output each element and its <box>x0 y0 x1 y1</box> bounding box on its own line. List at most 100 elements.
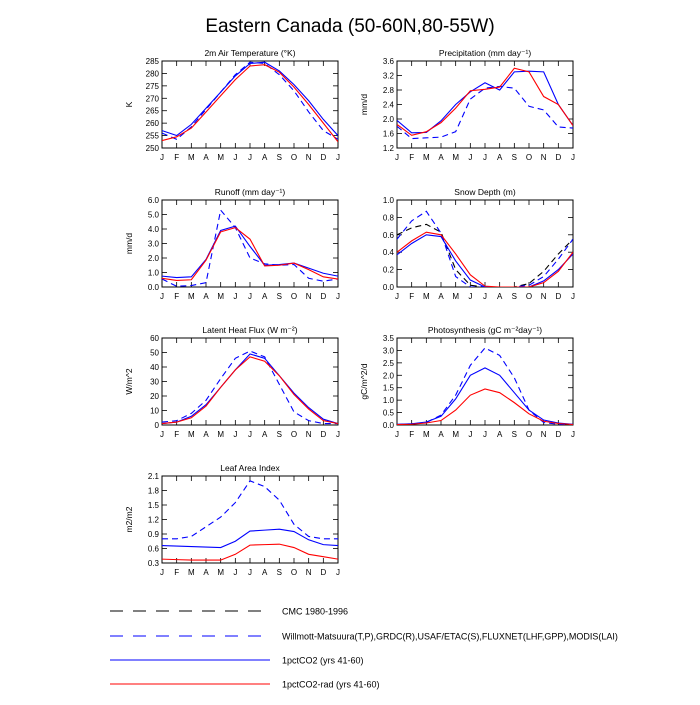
x-tick-label: F <box>174 153 179 162</box>
series-line-model_rad <box>397 388 573 425</box>
series-line-model <box>162 528 338 549</box>
x-tick-label: N <box>541 430 547 439</box>
y-tick-label: 0.9 <box>148 530 160 539</box>
x-tick-label: J <box>571 292 575 301</box>
x-tick-label: F <box>409 430 414 439</box>
y-tick-label: 2.5 <box>383 359 395 368</box>
x-tick-label: A <box>262 568 268 577</box>
x-tick-label: A <box>262 292 268 301</box>
series-line-model <box>397 367 573 425</box>
y-tick-label: 40 <box>150 363 159 372</box>
y-tick-label: 0.0 <box>383 283 395 292</box>
y-tick-label: 2.0 <box>383 371 395 380</box>
x-tick-label: J <box>336 568 340 577</box>
y-tick-label: 0.3 <box>148 559 160 568</box>
chart-title: Precipitation (mm day⁻¹) <box>439 48 532 58</box>
chart-panel-2: Precipitation (mm day⁻¹) 1.2 1.6 2.0 2.4 2.8 3… <box>359 48 575 162</box>
x-tick-label: J <box>336 430 340 439</box>
y-tick-label: 20 <box>150 392 159 401</box>
chart-panel-1: 2m Air Temperature (°K) 250 255 260 265 270 27… <box>124 48 340 162</box>
series-line-model_rad <box>162 356 338 425</box>
y-tick-label: 0 <box>155 421 160 430</box>
y-tick-label: 2.0 <box>383 115 395 124</box>
x-tick-label: A <box>203 292 209 301</box>
chart-title: Runoff (mm day⁻¹) <box>215 187 286 197</box>
x-tick-label: N <box>306 292 312 301</box>
plot-frame <box>396 337 574 426</box>
chart-panel-6: Photosynthesis (gC m⁻²day⁻¹) 0.0 0.5 1.0 1.5… <box>359 325 575 439</box>
y-tick-label: 4.0 <box>148 225 160 234</box>
x-tick-label: D <box>555 292 561 301</box>
x-tick-label: J <box>160 568 164 577</box>
x-tick-label: M <box>188 568 195 577</box>
x-tick-label: F <box>409 292 414 301</box>
x-tick-label: O <box>291 292 297 301</box>
x-tick-label: M <box>452 153 459 162</box>
chart-title: Snow Depth (m) <box>454 187 516 197</box>
x-tick-label: J <box>248 292 252 301</box>
series-line-obs <box>162 208 338 287</box>
plot-frame <box>161 475 339 564</box>
y-tick-label: 0.6 <box>148 545 160 554</box>
y-tick-label: 10 <box>150 407 159 416</box>
x-tick-label: M <box>188 153 195 162</box>
x-tick-label: M <box>423 292 430 301</box>
y-tick-label: 1.2 <box>148 516 160 525</box>
y-tick-label: 3.6 <box>383 57 395 66</box>
x-tick-label: M <box>188 430 195 439</box>
x-tick-label: O <box>291 430 297 439</box>
chart-title: Latent Heat Flux (W m⁻²) <box>202 325 297 335</box>
x-tick-label: D <box>555 153 561 162</box>
x-tick-label: J <box>160 292 164 301</box>
x-tick-label: A <box>438 292 444 301</box>
y-axis-label: gC/m^2/d <box>359 363 369 399</box>
chart-panel-3: Runoff (mm day⁻¹) 0.0 1.0 2.0 3.0 4.0 5.0 6.0 J F… <box>124 187 340 301</box>
x-tick-label: J <box>395 430 399 439</box>
series-line-model_rad <box>162 543 338 561</box>
x-tick-label: M <box>452 430 459 439</box>
x-tick-label: M <box>423 153 430 162</box>
series-line-model <box>397 70 573 134</box>
x-tick-label: J <box>233 568 237 577</box>
x-tick-label: F <box>174 292 179 301</box>
y-tick-label: 270 <box>146 94 160 103</box>
y-tick-label: 60 <box>150 334 159 343</box>
plot-frame <box>161 199 339 288</box>
x-tick-label: J <box>468 292 472 301</box>
y-tick-label: 6.0 <box>148 196 160 205</box>
x-tick-label: S <box>512 292 517 301</box>
x-tick-label: S <box>277 153 282 162</box>
page-title: Eastern Canada (50-60N,80-55W) <box>205 16 494 37</box>
x-tick-label: A <box>203 568 209 577</box>
y-tick-label: 1.0 <box>148 269 160 278</box>
x-tick-label: A <box>438 153 444 162</box>
x-tick-label: J <box>468 430 472 439</box>
legend-label-2: Willmott-Matsuura(T,P),GRDC(R),USAF/ETAC… <box>282 632 618 642</box>
y-tick-label: 0.6 <box>383 231 395 240</box>
x-tick-label: O <box>291 153 297 162</box>
series-line-obs <box>162 350 338 425</box>
y-axis-label: mm/d <box>359 94 369 116</box>
chart-title: 2m Air Temperature (°K) <box>204 48 295 58</box>
series-line-obs <box>397 85 573 140</box>
x-tick-label: J <box>248 568 252 577</box>
x-tick-label: J <box>395 153 399 162</box>
x-tick-label: J <box>483 292 487 301</box>
x-tick-label: J <box>483 430 487 439</box>
y-tick-label: 3.0 <box>383 346 395 355</box>
x-tick-label: J <box>468 153 472 162</box>
x-tick-label: S <box>512 430 517 439</box>
y-tick-label: 0.5 <box>383 409 395 418</box>
x-tick-label: J <box>233 292 237 301</box>
x-tick-label: N <box>306 430 312 439</box>
series-line-model_rad <box>397 231 573 287</box>
series-line-model <box>397 234 573 287</box>
series-line-obs <box>397 347 573 425</box>
plot-frame <box>396 60 574 149</box>
y-tick-label: 1.6 <box>383 130 395 139</box>
x-tick-label: D <box>320 153 326 162</box>
chart-panel-4: Snow Depth (m)0.00.20.40.60.81.0J F M A M J J A… <box>383 187 575 301</box>
y-tick-label: 1.0 <box>383 196 395 205</box>
x-tick-label: J <box>160 430 164 439</box>
